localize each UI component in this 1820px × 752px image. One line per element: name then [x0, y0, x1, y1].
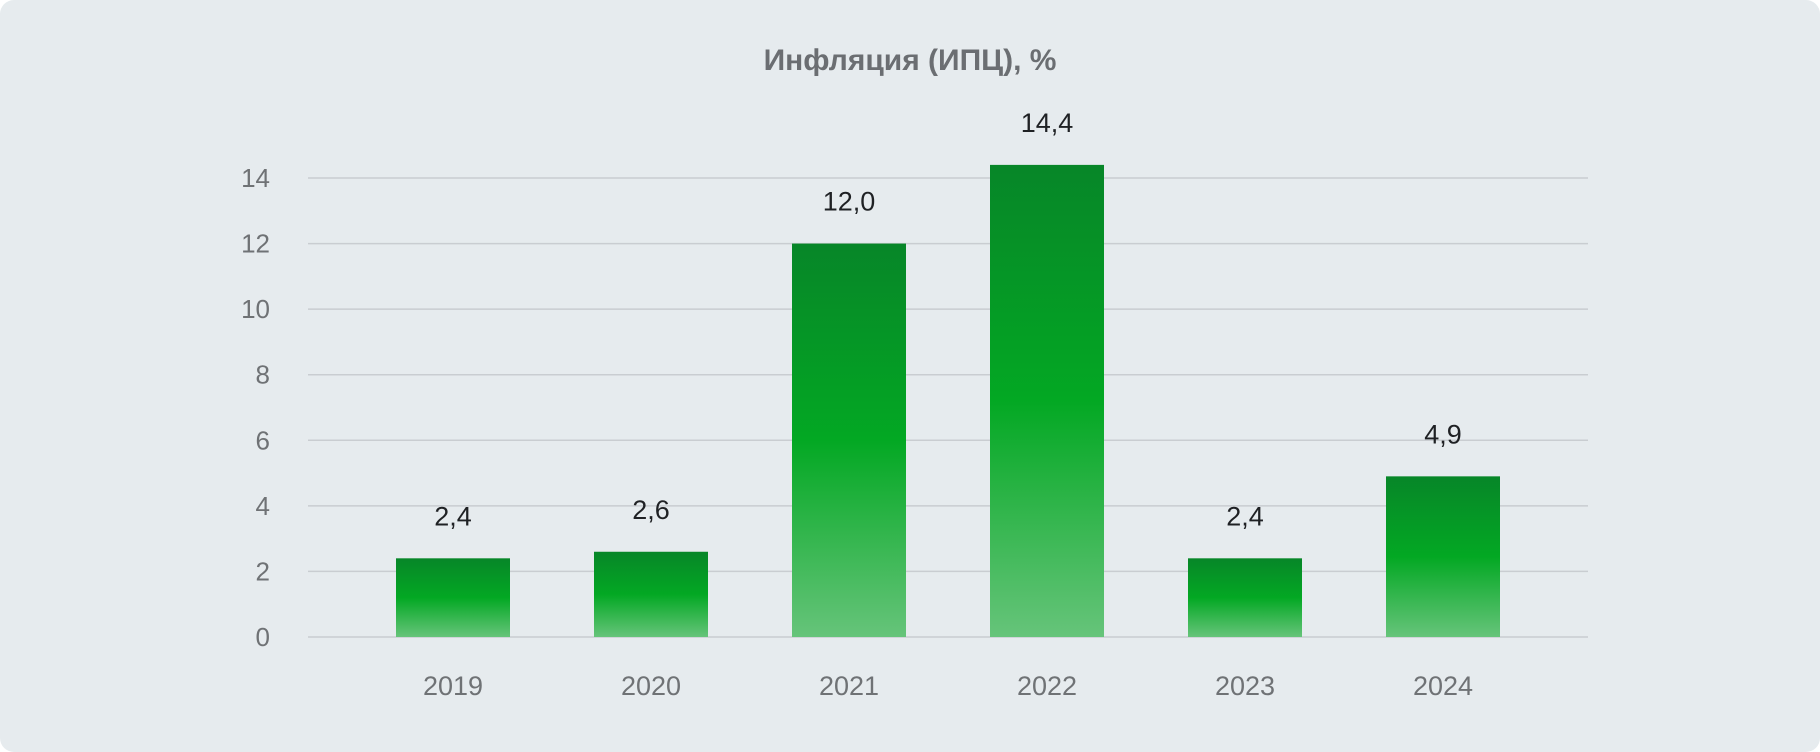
x-tick-label-2021: 2021: [819, 671, 879, 701]
y-tick-label: 10: [241, 294, 270, 324]
value-label-2019: 2,4: [434, 501, 472, 531]
x-axis: 2019 2020 2021 2022 2023 2024: [423, 671, 1473, 701]
bar-2019: [396, 558, 510, 637]
value-label-2023: 2,4: [1226, 501, 1264, 531]
y-tick-label: 0: [256, 622, 270, 652]
bar-2021: [792, 243, 906, 638]
bar-2023: [1188, 558, 1302, 637]
value-label-2021: 12,0: [823, 187, 876, 217]
value-label-2020: 2,6: [632, 495, 670, 525]
x-tick-label-2023: 2023: [1215, 671, 1275, 701]
y-tick-label: 4: [256, 491, 270, 521]
x-tick-label-2022: 2022: [1017, 671, 1077, 701]
bar-2024: [1386, 476, 1500, 637]
x-tick-label-2024: 2024: [1413, 671, 1473, 701]
y-tick-label: 12: [241, 229, 270, 259]
y-tick-label: 8: [256, 360, 270, 390]
y-axis: 0 2 4 6 8 10 12 14: [241, 163, 270, 652]
grid-layer: [308, 177, 1588, 638]
value-label-2022: 14,4: [1021, 108, 1074, 138]
value-label-2024: 4,9: [1424, 419, 1462, 449]
y-tick-label: 6: [256, 425, 270, 455]
x-tick-label-2019: 2019: [423, 671, 483, 701]
bar-2020: [594, 551, 708, 637]
x-tick-label-2020: 2020: [621, 671, 681, 701]
y-tick-label: 2: [256, 556, 270, 586]
bar-layer: [396, 164, 1500, 638]
value-labels: 2,4 2,6 12,0 14,4 2,4 4,9: [434, 108, 1462, 531]
chart-title: Инфляция (ИПЦ), %: [763, 44, 1057, 77]
bar-2022: [990, 164, 1104, 637]
y-tick-label: 14: [241, 163, 270, 193]
